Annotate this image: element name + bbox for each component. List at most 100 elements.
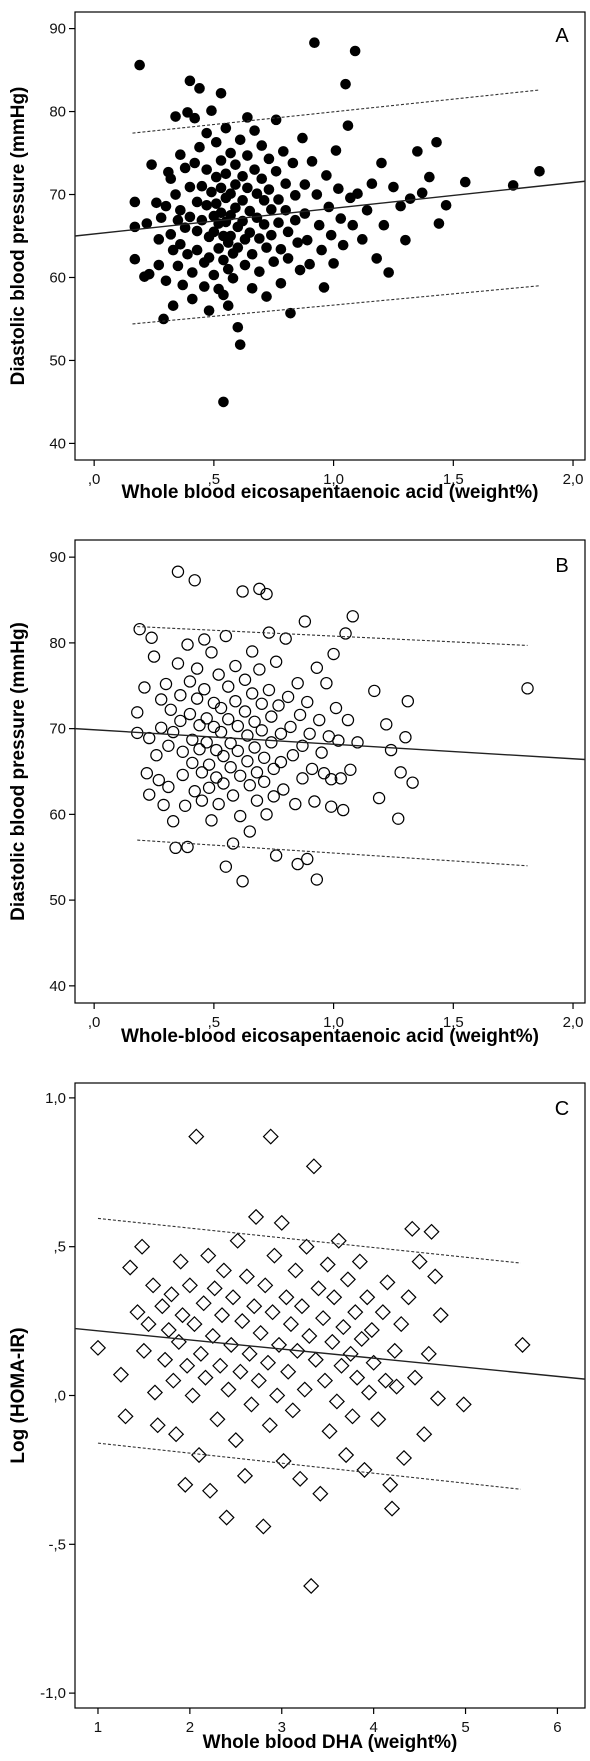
data-point <box>201 200 212 211</box>
data-point <box>287 1262 304 1279</box>
y-tick-label: 60 <box>49 806 66 823</box>
data-point <box>404 193 416 204</box>
data-point <box>193 719 206 732</box>
x-tick-label: 4 <box>369 1719 377 1736</box>
data-point <box>238 705 252 718</box>
data-point <box>301 852 314 866</box>
data-point <box>266 229 277 241</box>
data-point <box>257 751 271 764</box>
data-point <box>143 268 155 280</box>
data-point <box>332 734 345 747</box>
data-point <box>191 1446 208 1464</box>
data-point <box>324 800 338 813</box>
data-point <box>187 267 198 278</box>
y-axis-label: Diastolic blood pressure (mmHg) <box>8 87 29 386</box>
data-point <box>227 1432 244 1449</box>
data-point <box>234 134 246 146</box>
data-point <box>393 1316 410 1333</box>
data-point <box>198 682 211 696</box>
data-point <box>321 170 332 181</box>
data-point <box>325 229 337 241</box>
data-point <box>200 712 213 725</box>
data-point <box>388 181 399 193</box>
data-point <box>172 1253 189 1270</box>
data-point <box>404 1220 421 1237</box>
data-point <box>242 112 253 123</box>
data-point <box>171 657 185 670</box>
data-point <box>186 733 199 746</box>
data-point <box>265 736 278 749</box>
data-point <box>165 173 177 185</box>
data-point <box>301 234 313 246</box>
data-point <box>293 708 307 722</box>
data-point <box>234 769 247 782</box>
data-point <box>159 677 173 691</box>
y-tick-label: 90 <box>49 21 66 38</box>
data-point <box>230 159 241 170</box>
data-point <box>146 159 157 170</box>
data-point <box>208 269 220 281</box>
fit-line <box>75 727 585 761</box>
data-point <box>299 179 311 190</box>
data-point <box>217 777 230 790</box>
data-point <box>158 313 169 325</box>
data-point <box>157 798 170 812</box>
data-point <box>282 253 294 264</box>
data-point <box>401 694 415 708</box>
data-point <box>250 1372 267 1389</box>
data-point <box>318 282 330 293</box>
y-tick-label: -1,0 <box>40 1685 66 1702</box>
y-tick-label: 80 <box>49 635 66 652</box>
data-point <box>226 789 240 802</box>
panel-letter: B <box>555 555 568 577</box>
data-point <box>225 230 236 242</box>
data-point <box>370 1411 387 1428</box>
data-point <box>230 202 241 214</box>
data-point <box>170 189 181 200</box>
data-point <box>250 766 264 779</box>
data-point <box>263 153 275 165</box>
data-point <box>150 749 163 762</box>
data-point <box>112 1366 129 1383</box>
data-point <box>412 146 423 157</box>
data-point <box>134 1238 151 1255</box>
data-point <box>301 1327 318 1345</box>
data-point <box>138 681 151 694</box>
y-tick-label: 90 <box>49 549 66 566</box>
data-point <box>251 188 263 199</box>
y-tick-label: 50 <box>49 892 66 909</box>
data-point <box>220 122 232 134</box>
x-tick-label: 1,5 <box>443 471 464 488</box>
data-point <box>237 170 248 182</box>
data-point <box>248 741 261 754</box>
data-point <box>249 164 260 175</box>
data-point <box>269 1387 286 1404</box>
y-tick-label: 60 <box>49 269 66 286</box>
data-point <box>145 631 158 644</box>
x-tick-label: 5 <box>461 1719 469 1736</box>
data-point <box>316 244 327 256</box>
data-point <box>258 219 270 230</box>
data-point <box>213 1307 231 1324</box>
data-point <box>321 1423 338 1440</box>
data-point <box>219 629 233 643</box>
data-point <box>248 715 261 728</box>
data-point <box>253 663 266 676</box>
data-point <box>255 697 268 710</box>
data-point <box>117 1408 134 1425</box>
data-point <box>231 719 245 733</box>
data-point <box>261 242 272 253</box>
data-point <box>194 141 205 153</box>
data-point <box>333 1357 350 1374</box>
data-point <box>189 112 201 124</box>
data-point <box>262 683 276 697</box>
data-point <box>195 766 209 779</box>
data-point <box>304 258 315 270</box>
data-point <box>285 307 296 319</box>
data-point <box>272 699 285 712</box>
y-tick-label: ,5 <box>53 1239 66 1256</box>
data-point <box>225 147 236 159</box>
data-point <box>289 797 302 811</box>
data-point <box>192 1345 209 1362</box>
data-point <box>315 746 328 759</box>
